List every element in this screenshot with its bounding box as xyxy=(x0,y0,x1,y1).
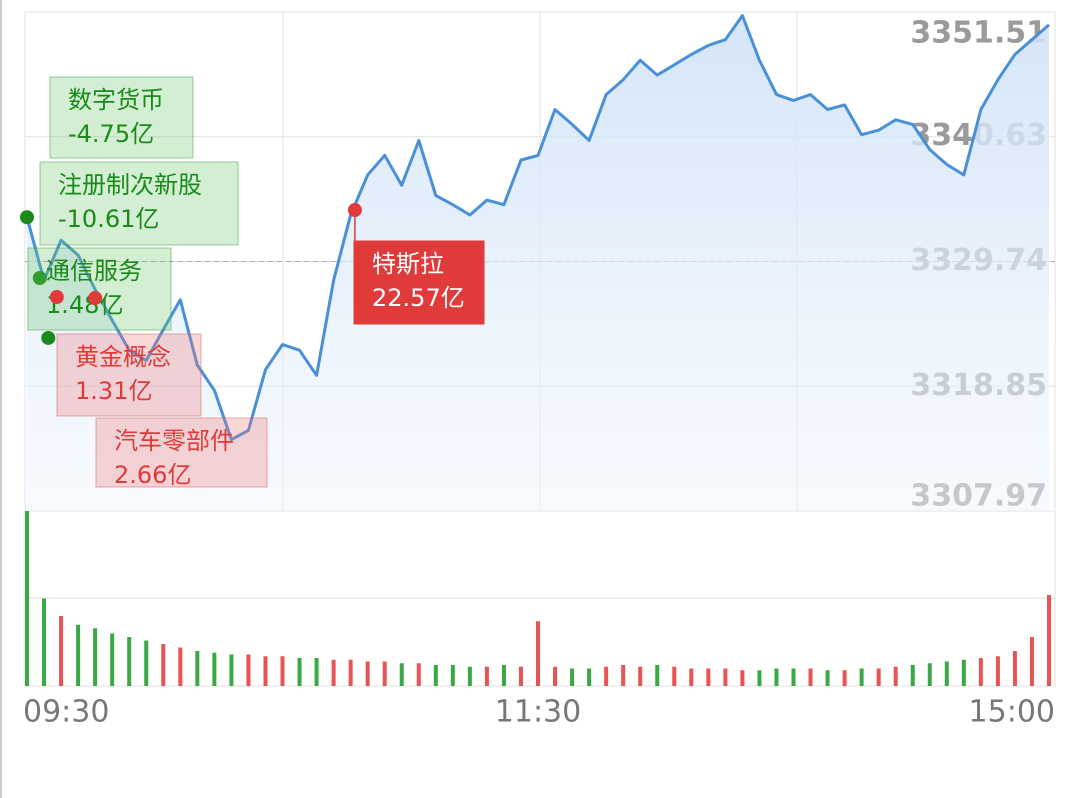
annotation: 黄金概念 1.31亿 xyxy=(49,290,202,417)
volume-bar xyxy=(825,670,830,686)
volume-bar xyxy=(348,659,353,686)
volume-bar xyxy=(416,663,421,686)
annotation-marker xyxy=(88,291,103,306)
volume-bar xyxy=(757,670,762,686)
volume-bar xyxy=(42,598,47,686)
annotation-marker xyxy=(49,290,64,305)
annotation: 特斯拉 22.57亿 xyxy=(347,203,485,325)
volume-bar xyxy=(553,666,558,686)
volume-bar xyxy=(1047,595,1051,686)
x-tick-label: 15:00 xyxy=(969,695,1055,730)
volume-bar xyxy=(995,656,1000,686)
volume-bar xyxy=(604,666,609,686)
volume-bar xyxy=(570,668,575,686)
annotation-amount: 2.66亿 xyxy=(114,461,191,489)
volume-bar xyxy=(399,663,404,686)
volume-bar xyxy=(467,666,472,686)
volume-bar xyxy=(25,511,29,686)
volume-bar xyxy=(501,665,506,686)
annotation: 数字货币 -4.75亿 xyxy=(20,76,194,225)
volume-bar xyxy=(961,659,966,686)
volume-bar xyxy=(859,668,864,686)
volume-bar xyxy=(76,624,81,686)
volume-bar xyxy=(331,659,336,686)
volume-bar xyxy=(740,670,745,686)
volume-bar xyxy=(263,656,268,686)
volume-bar xyxy=(178,647,183,686)
volume-bar xyxy=(774,668,779,686)
volume-bar xyxy=(518,666,523,686)
volume-bar xyxy=(876,668,881,686)
volume-bar xyxy=(927,663,932,686)
annotation-marker xyxy=(347,203,362,218)
annotation-marker xyxy=(20,210,34,225)
volume-bar xyxy=(638,666,643,686)
volume-bar xyxy=(978,658,983,686)
price-line xyxy=(25,14,1050,442)
volume-bar xyxy=(893,666,898,686)
annotation-box xyxy=(27,247,172,331)
volume-bar xyxy=(621,665,626,686)
volume-bar xyxy=(450,665,455,686)
volume-bar xyxy=(1012,651,1017,686)
volume-bar xyxy=(723,668,728,686)
volume-bar xyxy=(365,661,370,686)
annotation: 注册制次新股 -10.61亿 xyxy=(32,161,239,286)
volume-bar xyxy=(127,637,132,686)
volume-bar xyxy=(382,661,387,686)
volume-bar xyxy=(314,658,319,686)
annotation-amount: 1.31亿 xyxy=(75,377,152,405)
annotation-amount: -10.61亿 xyxy=(58,205,159,233)
volume-bar xyxy=(536,621,540,686)
volume-bar xyxy=(655,665,660,686)
price-area xyxy=(27,15,1049,511)
volume-bar xyxy=(59,616,64,686)
volume-bar xyxy=(229,654,234,686)
volume-bar xyxy=(791,668,796,686)
volume-bar xyxy=(246,654,251,686)
volume-bar xyxy=(93,628,98,686)
volume-bar xyxy=(910,665,915,686)
volume-bar xyxy=(808,668,813,686)
volume-bar xyxy=(433,665,438,686)
annotation-amount: 22.57亿 xyxy=(372,284,465,312)
annotation-label: 数字货币 xyxy=(68,86,164,114)
volume-bar xyxy=(706,668,711,686)
volume-bar xyxy=(1029,637,1034,686)
annotation-marker xyxy=(41,330,56,345)
annotation-box xyxy=(49,76,194,159)
volume-bar xyxy=(842,670,847,686)
annotation-label: 特斯拉 xyxy=(372,250,444,278)
annotation-label: 注册制次新股 xyxy=(58,171,202,199)
volume-bar xyxy=(484,666,489,686)
volume-bar xyxy=(195,651,200,686)
annotation-box xyxy=(353,240,485,325)
volume-bar xyxy=(587,668,592,686)
volume-bar xyxy=(161,644,166,686)
annotation: 汽车零部件 2.66亿 xyxy=(88,291,268,489)
volume-bar xyxy=(944,661,949,686)
annotation-marker xyxy=(32,271,47,286)
annotation-box xyxy=(95,417,268,488)
volume-bar xyxy=(297,658,302,686)
volume-bar xyxy=(280,656,285,686)
annotation-box xyxy=(56,333,202,417)
volume-bar xyxy=(144,640,149,686)
volume-bar xyxy=(689,668,694,686)
annotation-label: 汽车零部件 xyxy=(114,427,234,455)
annotation-box xyxy=(39,161,239,246)
volume-bar xyxy=(110,633,115,686)
annotation-label: 通信服务 xyxy=(46,257,142,285)
volume-bar xyxy=(672,666,677,686)
annotation-amount: -4.75亿 xyxy=(68,120,154,148)
volume-bar xyxy=(212,652,217,686)
annotation-label: 黄金概念 xyxy=(75,343,171,371)
x-tick-label: 11:30 xyxy=(495,695,581,730)
x-tick-label: 09:30 xyxy=(23,695,109,730)
